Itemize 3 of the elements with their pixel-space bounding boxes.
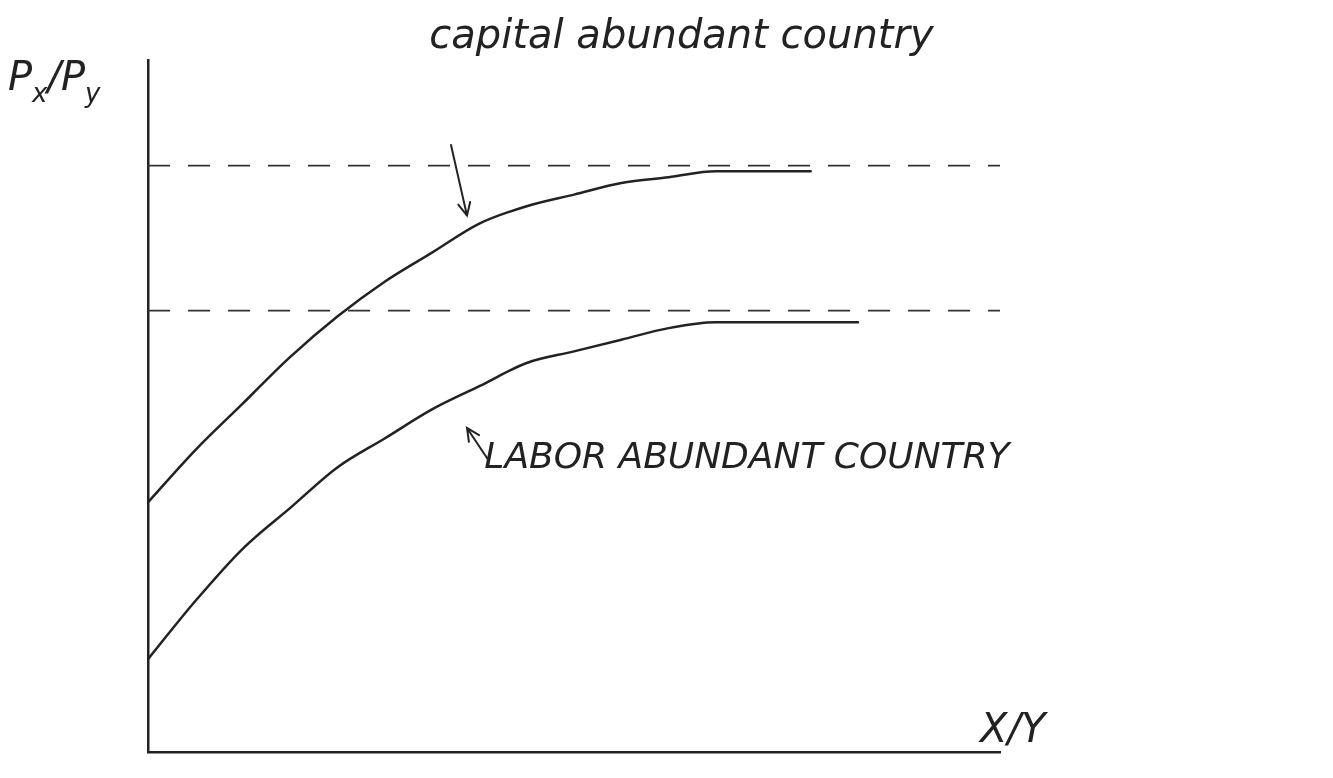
x-axis-title: X/Y [978,705,1049,751]
annotation: LABOR ABUNDANT COUNTRY [484,435,1013,477]
text: capital abundant country [429,11,935,57]
